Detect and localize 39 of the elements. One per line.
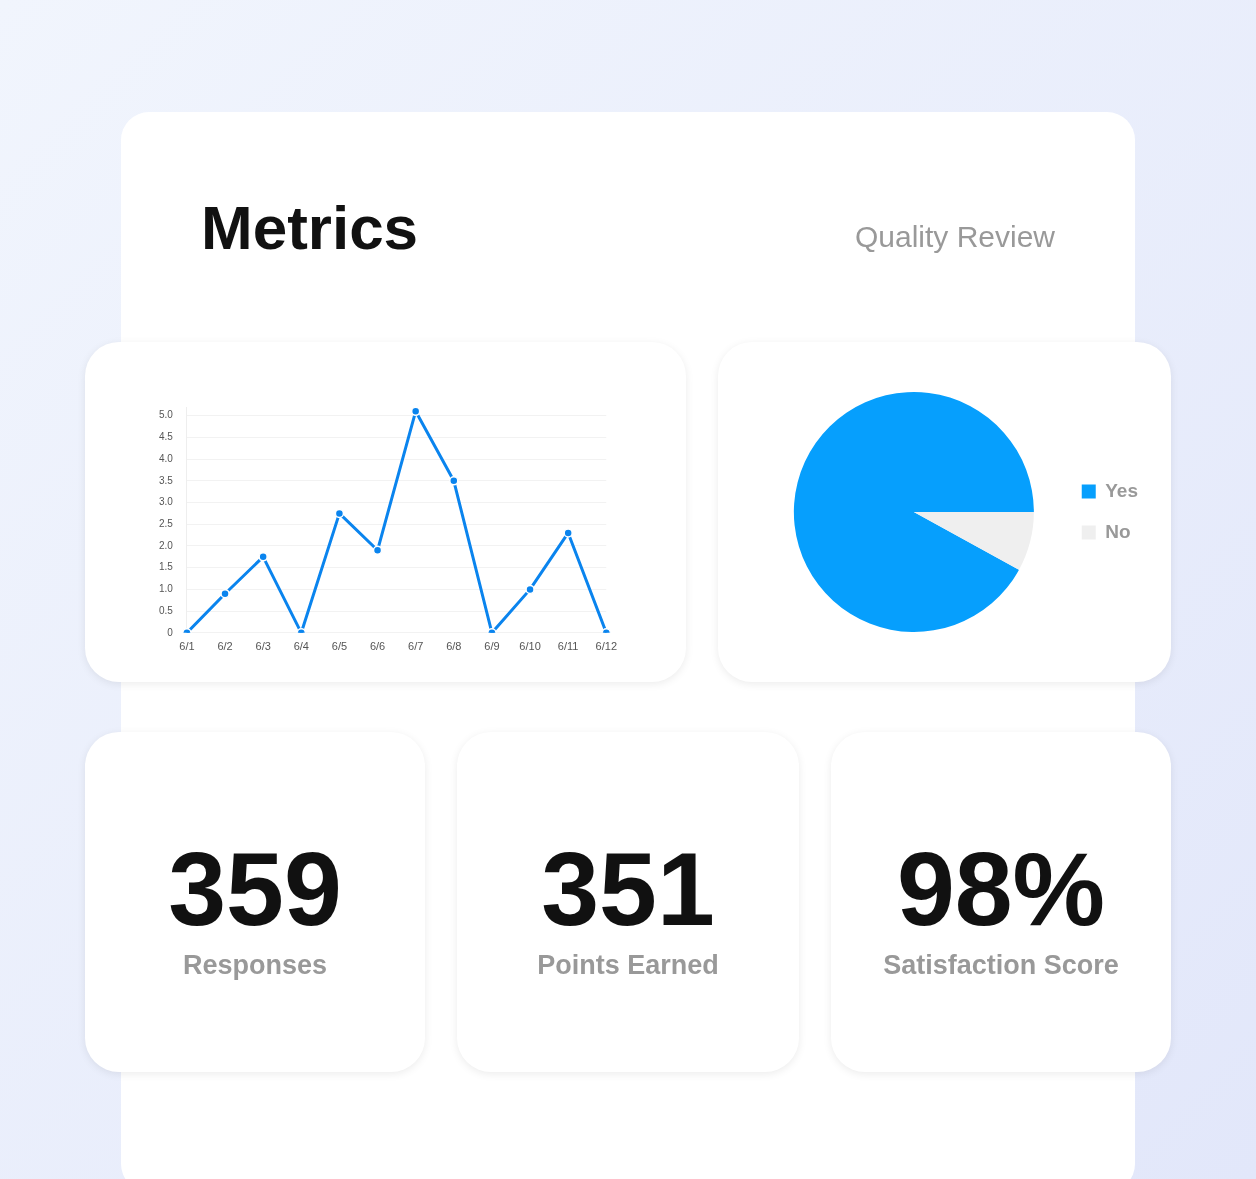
x-tick-label: 6/6 <box>369 640 386 653</box>
x-tick-label: 6/7 <box>408 640 424 653</box>
x-tick-label: 6/11 <box>557 640 579 653</box>
x-tick-label: 6/8 <box>446 640 462 653</box>
x-tick-label: 6/12 <box>595 640 618 653</box>
point <box>525 584 535 595</box>
x-tick-label: 6/2 <box>217 640 233 653</box>
text: Points Earned <box>536 950 720 981</box>
text: Satisfaction Score <box>882 950 1120 981</box>
y-tick-label: 1.5 <box>159 561 174 573</box>
point <box>220 588 230 599</box>
y-tick-label: 3.0 <box>159 496 174 508</box>
x-tick-label: 6/1 <box>179 640 195 653</box>
point <box>410 407 421 417</box>
x-tick-label: 6/4 <box>293 640 309 653</box>
text: 351 <box>540 830 716 949</box>
y-tick-label: 4.5 <box>159 431 174 443</box>
text: 359 <box>167 830 343 949</box>
text: Responses <box>181 950 329 981</box>
y-tick-label: 3.5 <box>159 474 174 486</box>
point <box>563 528 573 538</box>
text: Quality Review <box>854 220 1055 254</box>
x-tick-label: 6/3 <box>255 640 271 653</box>
y-tick-label: 4.0 <box>159 452 174 464</box>
x-tick-label: 6/9 <box>484 640 500 653</box>
x-tick-label: 6/5 <box>331 640 348 653</box>
text: Metrics <box>201 192 419 263</box>
legend-label: No <box>1105 520 1131 542</box>
point <box>449 476 459 486</box>
x-tick-label: 6/10 <box>519 640 541 653</box>
point <box>258 552 268 562</box>
y-tick-label: 5.0 <box>159 409 174 421</box>
y-tick-label: 2.0 <box>159 539 174 551</box>
y-tick-label: 0.5 <box>159 604 174 616</box>
text: 98% <box>895 830 1107 949</box>
legend-label: Yes <box>1105 479 1139 501</box>
y-tick-label: 2.5 <box>159 517 174 529</box>
y-tick-label: 0 <box>167 626 174 638</box>
y-tick-label: 1.0 <box>159 583 174 595</box>
